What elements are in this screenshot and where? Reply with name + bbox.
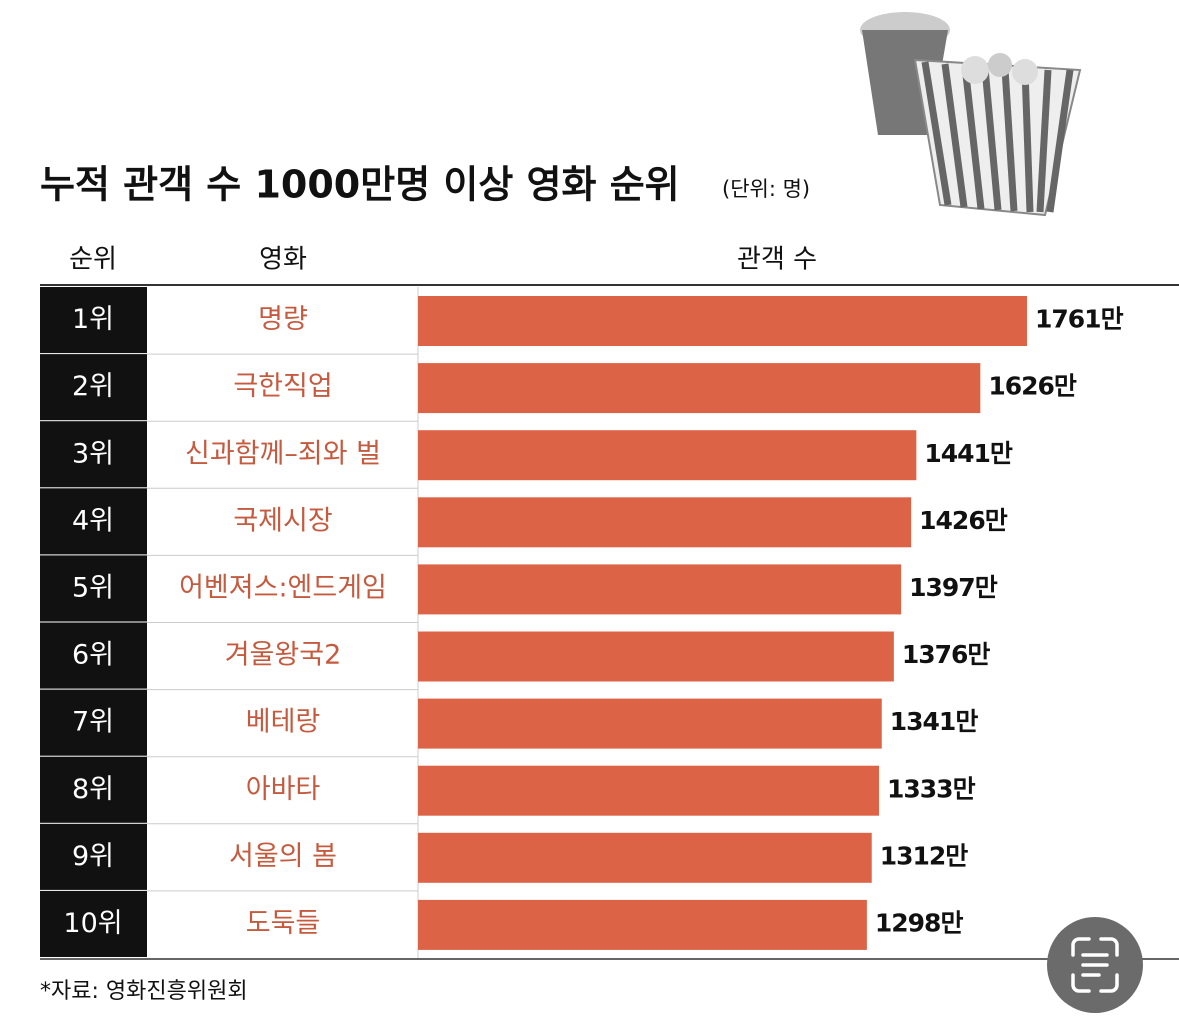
audience-header: 관객 수 [737,245,817,275]
bar [418,899,867,950]
value-label: 1341만 [890,707,979,736]
bar [418,564,902,615]
rank-cell [40,555,147,622]
rank-cell [40,756,147,823]
bar [418,363,981,414]
movie-label: 극한직업 [233,371,332,402]
value-label: 1312만 [880,841,969,870]
movie-label: 서울의 봄 [229,841,337,872]
rank-label: 9위 [72,841,114,872]
rank-label: 1위 [72,304,114,335]
popcorn-illustration [860,12,1082,217]
rank-label: 5위 [72,572,114,603]
rank-label: 3위 [72,438,114,469]
bar [418,296,1027,346]
rank-label: 10위 [63,908,122,939]
movie-label: 어벤져스:엔드게임 [179,572,387,603]
rank-header: 순위 [69,245,117,275]
bar [418,631,894,682]
rank-cell [40,890,147,957]
movie-label: 아바타 [246,774,321,805]
rank-label: 2위 [72,371,114,402]
value-label: 1761만 [1035,305,1124,334]
bar [418,698,882,749]
movie-label: 도둑들 [246,908,321,939]
unit-note: (단위: 명) [722,177,810,201]
source-note: *자료: 영화진흥위원회 [40,979,248,1004]
value-label: 1298만 [875,908,964,937]
bar [418,765,879,816]
value-label: 1376만 [902,640,991,669]
value-label: 1333만 [887,774,976,803]
movie-label: 겨울왕국2 [225,640,342,671]
value-label: 1426만 [919,506,1008,535]
movie-label: 베테랑 [246,707,321,738]
rank-cell [40,354,147,421]
bar [418,832,872,883]
rank-cell [40,689,147,756]
rank-cell [40,823,147,890]
bar [418,497,912,548]
rank-cell [40,287,147,354]
movie-header: 영화 [259,245,307,275]
lens-icon [1071,937,1119,993]
rank-label: 8위 [72,774,114,805]
rank-cell [40,622,147,689]
value-label: 1397만 [909,573,998,602]
rank-cell [40,421,147,488]
value-label: 1626만 [988,372,1077,401]
rank-cell [40,488,147,555]
rank-label: 6위 [72,640,114,671]
movie-label: 국제시장 [233,505,332,536]
chart-title: 누적 관객 수 1000만명 이상 영화 순위 [40,163,680,207]
bar [418,430,917,481]
rank-label: 7위 [72,707,114,738]
value-label: 1441만 [924,439,1013,468]
movie-label: 명량 [258,304,308,335]
rank-label: 4위 [72,505,114,536]
lens-button[interactable] [1047,917,1143,1013]
movie-label: 신과함께–죄와 벌 [185,438,381,469]
